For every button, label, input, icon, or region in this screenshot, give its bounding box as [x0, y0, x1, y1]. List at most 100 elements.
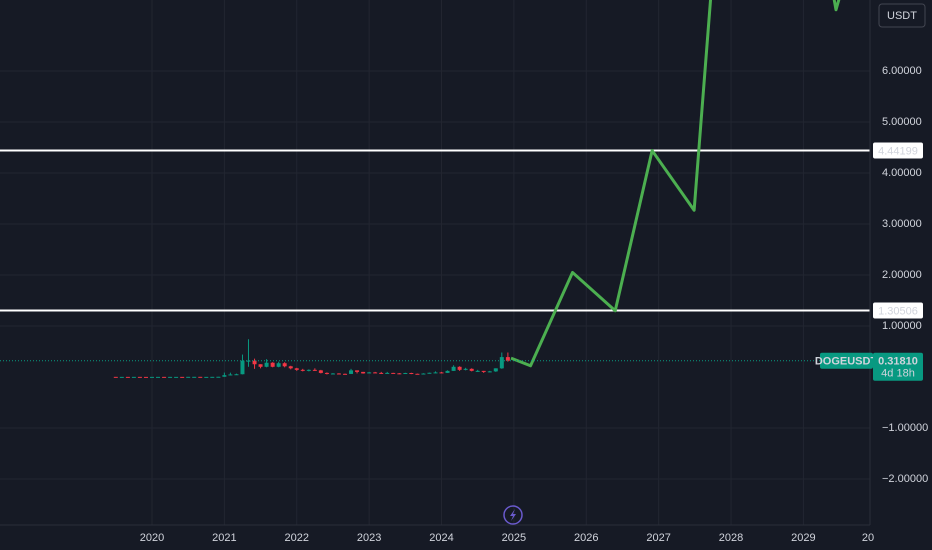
candle-body	[252, 360, 257, 365]
last-price-label: 0.31810	[878, 356, 918, 368]
candle-body	[288, 366, 293, 369]
x-tick-label: 20	[862, 532, 874, 544]
candle-body	[457, 366, 462, 370]
last-price-box	[873, 352, 923, 381]
countdown-label: 4d 18h	[881, 368, 915, 380]
grid	[0, 0, 870, 525]
candle-body	[119, 376, 124, 378]
candle-body	[186, 376, 191, 378]
candle-body	[258, 364, 263, 367]
candle-body	[246, 360, 251, 362]
candle-body	[198, 376, 203, 378]
candle-body	[174, 376, 179, 378]
logo-bolt	[510, 509, 516, 521]
symbol-label: DOGEUSDT	[815, 356, 878, 368]
x-tick-label: 2028	[719, 532, 743, 544]
candle-body	[131, 376, 136, 378]
candle-body	[469, 368, 474, 371]
candle-body	[367, 372, 372, 374]
candle-body	[300, 369, 305, 371]
price-label: 4.44199	[878, 145, 918, 157]
candle-body	[343, 373, 348, 375]
x-tick-label: 2023	[357, 532, 381, 544]
y-tick-label: 2.00000	[882, 269, 922, 281]
candle-body	[499, 357, 504, 369]
candle-body	[336, 373, 341, 375]
candle-body	[361, 371, 366, 374]
candle-body	[475, 370, 480, 372]
candle-body	[222, 375, 227, 377]
candle-body	[355, 370, 360, 372]
candle-body	[330, 373, 335, 375]
x-tick-label: 2024	[429, 532, 453, 544]
candle-body	[445, 370, 450, 373]
x-tick-label: 2022	[285, 532, 309, 544]
y-tick-label: 5.00000	[882, 116, 922, 128]
candle-body	[487, 371, 492, 373]
currency-box[interactable]	[878, 3, 926, 28]
candle-body	[113, 376, 118, 378]
price-label-box	[873, 302, 923, 319]
x-tick-label: 2025	[502, 532, 526, 544]
candle-body	[373, 372, 378, 374]
candle-body	[156, 376, 161, 378]
y-tick-label: 1.00000	[882, 320, 922, 332]
logo[interactable]	[503, 505, 523, 525]
candle-body	[234, 374, 239, 376]
y-tick-label: −1.00000	[882, 422, 928, 434]
candle-body	[433, 372, 438, 374]
currency: USDT	[887, 10, 917, 22]
candle-body	[324, 372, 329, 374]
x-tick-label: 2026	[574, 532, 598, 544]
candle-body	[403, 373, 408, 375]
candle-body	[391, 372, 396, 374]
symbol-box	[820, 352, 873, 369]
candle-body	[282, 363, 287, 367]
candle-body	[451, 366, 456, 371]
candle-body	[294, 368, 299, 370]
candle-body	[439, 372, 444, 374]
candle-body	[192, 376, 197, 378]
candle-body	[427, 372, 432, 374]
candle-body	[240, 360, 245, 375]
candle-body	[306, 369, 311, 371]
price-label: 1.30506	[878, 305, 918, 317]
candle-body	[318, 370, 323, 373]
x-tick-label: 2029	[791, 532, 815, 544]
candle-body	[385, 372, 390, 374]
candle-body	[216, 376, 221, 378]
candle-body	[137, 376, 142, 378]
candle-body	[505, 357, 510, 361]
candle-body	[379, 372, 384, 374]
y-tick-label: 4.00000	[882, 167, 922, 179]
plot-area	[0, 0, 870, 378]
x-tick-label: 2020	[140, 532, 164, 544]
candle-body	[168, 376, 173, 378]
price-label-box	[873, 142, 923, 159]
candle-body	[125, 376, 130, 378]
candle-body	[349, 370, 354, 374]
candle-body	[149, 376, 154, 378]
candle-body	[228, 374, 233, 376]
candle-body	[210, 376, 215, 378]
candle-body	[270, 362, 275, 367]
candle-body	[264, 362, 269, 367]
y-tick-label: 6.00000	[882, 65, 922, 77]
y-tick-label: 3.00000	[882, 218, 922, 230]
candle-body	[463, 368, 468, 370]
candle-body	[481, 370, 486, 372]
candle-body	[204, 376, 209, 378]
x-tick-label: 2021	[212, 532, 236, 544]
candle-body	[312, 369, 317, 371]
candle-body	[493, 368, 498, 372]
candle-body	[276, 363, 281, 367]
candle-body	[397, 373, 402, 375]
candle-body	[180, 376, 185, 378]
candle-body	[409, 373, 414, 375]
candle-body	[415, 373, 420, 375]
projection-line	[510, 0, 841, 368]
candle-body	[421, 373, 426, 375]
axes: −2.00000 −1.00000 1.00000 2.00000 3.00000 4.0…	[140, 65, 928, 544]
candle-body	[162, 376, 167, 378]
